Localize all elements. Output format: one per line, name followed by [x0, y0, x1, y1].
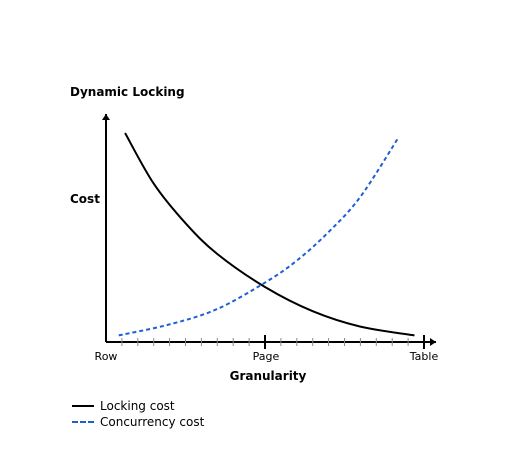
major-ticks — [264, 335, 425, 349]
series-line-locking-cost — [124, 132, 415, 337]
legend: Locking cost Concurrency cost — [72, 398, 204, 430]
series-line-concurrency-cost — [118, 136, 400, 337]
legend-label-locking-cost: Locking cost — [100, 399, 175, 413]
legend-swatch-dashed — [72, 421, 94, 423]
x-tick-label-page: Page — [253, 350, 280, 363]
legend-item-concurrency-cost: Concurrency cost — [72, 414, 204, 430]
legend-label-concurrency-cost: Concurrency cost — [100, 415, 205, 429]
x-axis-label: Granularity — [230, 369, 307, 383]
legend-item-locking-cost: Locking cost — [72, 398, 204, 414]
series-layer — [118, 132, 415, 337]
legend-swatch-solid — [72, 405, 94, 407]
x-tick-label-table: Table — [409, 350, 439, 363]
chart-title: Dynamic Locking — [70, 85, 185, 99]
x-tick-label-row: Row — [95, 350, 118, 363]
minor-ticks — [121, 338, 409, 346]
y-axis-label: Cost — [70, 192, 100, 206]
